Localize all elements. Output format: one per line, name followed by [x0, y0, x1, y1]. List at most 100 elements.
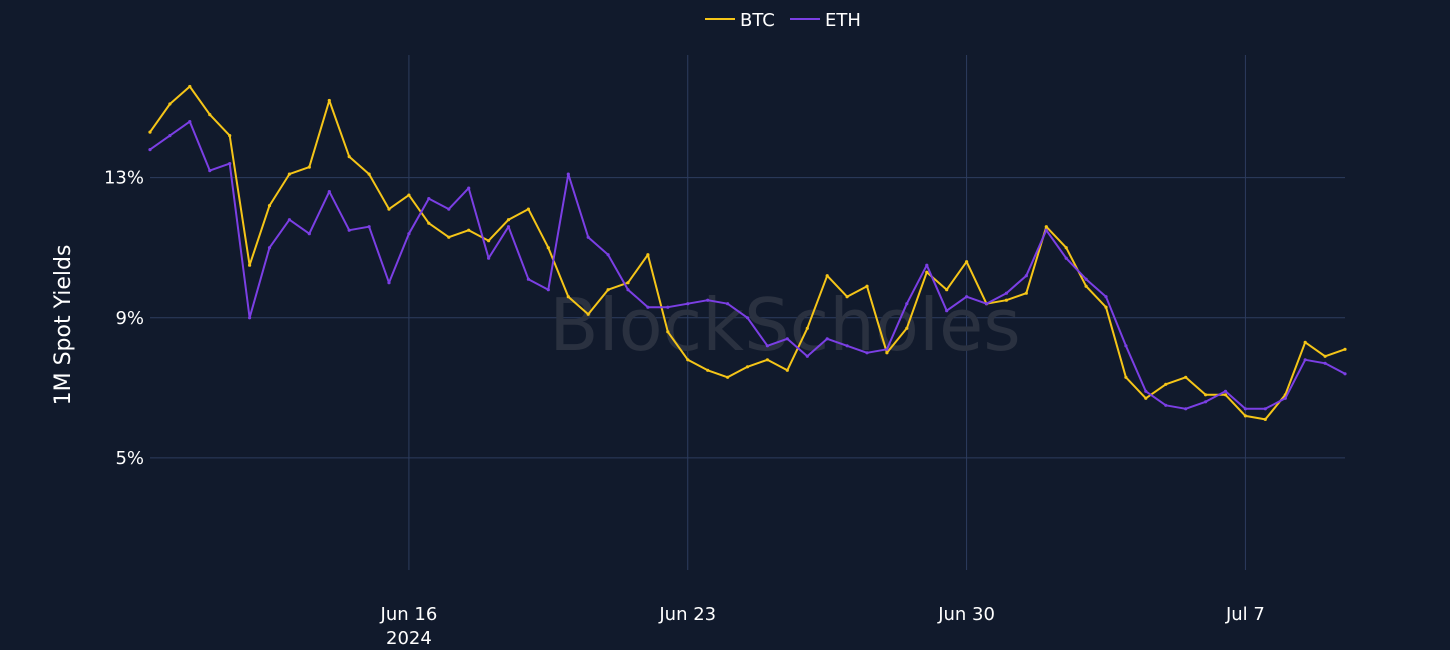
data-point-eth	[1204, 400, 1208, 404]
data-point-eth	[188, 120, 192, 124]
data-point-eth	[526, 277, 531, 281]
data-point-btc	[248, 263, 252, 267]
data-point-btc	[367, 172, 371, 176]
data-point-eth	[825, 337, 829, 341]
series-btc	[148, 84, 1347, 421]
data-point-eth	[1303, 358, 1307, 362]
data-point-eth	[1144, 389, 1148, 393]
data-point-eth	[905, 302, 909, 306]
data-point-eth	[267, 246, 272, 250]
series-line-btc	[149, 85, 1346, 421]
data-point-eth	[407, 232, 411, 236]
legend-item-btc[interactable]: BTC	[705, 10, 775, 31]
data-point-btc	[905, 326, 909, 330]
data-point-btc	[1044, 225, 1048, 229]
x-tick-sublabel: 2024	[386, 628, 432, 649]
data-point-eth	[925, 263, 929, 267]
data-point-eth	[447, 207, 451, 211]
data-point-eth	[626, 288, 630, 292]
data-point-btc	[785, 368, 789, 372]
data-point-btc	[765, 358, 770, 362]
data-point-eth	[387, 281, 391, 285]
y-axis: 5% 9% 13%	[104, 168, 144, 469]
x-tick-label: Jun 16	[380, 604, 438, 625]
data-point-btc	[387, 207, 391, 211]
data-point-eth	[506, 225, 511, 229]
data-point-eth	[1164, 403, 1168, 407]
data-point-eth	[427, 197, 431, 201]
data-point-eth	[1004, 291, 1009, 295]
data-point-eth	[1323, 361, 1327, 365]
data-point-eth	[287, 218, 291, 222]
data-point-eth	[1064, 256, 1068, 260]
series-eth	[148, 120, 1347, 411]
data-point-btc	[1223, 393, 1228, 397]
data-point-btc	[188, 84, 192, 89]
data-point-btc	[1164, 382, 1168, 386]
data-point-eth	[965, 295, 969, 299]
data-point-eth	[367, 225, 371, 229]
x-tick-label: Jun 23	[658, 604, 716, 625]
data-point-btc	[1204, 393, 1208, 397]
data-point-btc	[1263, 417, 1267, 421]
data-point-btc	[845, 295, 849, 299]
data-point-eth	[1283, 396, 1287, 400]
data-point-btc	[447, 235, 451, 239]
data-point-eth	[885, 347, 889, 351]
data-point-eth	[1263, 407, 1267, 411]
x-tick-label: Jun 30	[937, 604, 995, 625]
data-point-btc	[1084, 284, 1088, 288]
legend[interactable]: BTC ETH	[705, 10, 861, 31]
data-point-eth	[586, 235, 590, 239]
data-point-eth	[248, 316, 252, 320]
data-point-btc	[208, 113, 212, 117]
data-point-eth	[546, 288, 550, 292]
data-point-btc	[885, 351, 889, 355]
x-tick-label: Jul 7	[1225, 604, 1265, 625]
data-point-eth	[1243, 407, 1247, 411]
data-point-btc	[865, 284, 869, 288]
data-point-eth	[347, 228, 351, 232]
data-point-eth	[726, 302, 730, 306]
data-point-eth	[745, 316, 750, 320]
y-axis-title: 1M Spot Yields	[51, 245, 76, 406]
data-point-eth	[765, 344, 770, 348]
data-point-btc	[526, 207, 531, 211]
data-point-btc	[546, 246, 550, 250]
data-point-btc	[626, 281, 630, 285]
y-tick-label: 9%	[115, 308, 144, 329]
data-point-btc	[1004, 298, 1009, 302]
watermark: BlockScholes	[549, 283, 1021, 367]
data-point-btc	[1323, 354, 1327, 358]
data-point-btc	[1024, 291, 1028, 295]
data-point-eth	[865, 351, 869, 355]
data-point-btc	[1104, 305, 1108, 309]
data-point-eth	[686, 302, 690, 306]
data-point-eth	[1084, 277, 1088, 281]
data-point-eth	[945, 309, 949, 313]
y-tick-label: 13%	[104, 168, 144, 189]
data-point-eth	[666, 305, 670, 309]
data-point-eth	[566, 172, 570, 176]
data-point-btc	[646, 253, 650, 257]
data-point-btc	[1144, 396, 1148, 400]
data-point-eth	[706, 298, 710, 302]
data-point-eth	[307, 232, 311, 236]
data-point-eth	[1223, 389, 1228, 393]
data-point-eth	[845, 344, 849, 348]
data-point-btc	[726, 375, 730, 379]
data-point-eth	[646, 305, 650, 309]
data-point-btc	[566, 295, 570, 299]
data-point-eth	[984, 302, 989, 306]
data-point-btc	[1184, 375, 1188, 379]
data-point-btc	[706, 368, 710, 372]
data-point-btc	[287, 172, 291, 176]
data-point-eth	[327, 190, 331, 194]
data-point-btc	[467, 228, 471, 232]
legend-item-eth[interactable]: ETH	[790, 10, 861, 31]
data-point-btc	[745, 365, 750, 369]
data-point-btc	[945, 288, 949, 292]
data-point-btc	[606, 288, 610, 292]
data-point-btc	[407, 193, 411, 197]
data-point-btc	[686, 358, 690, 362]
